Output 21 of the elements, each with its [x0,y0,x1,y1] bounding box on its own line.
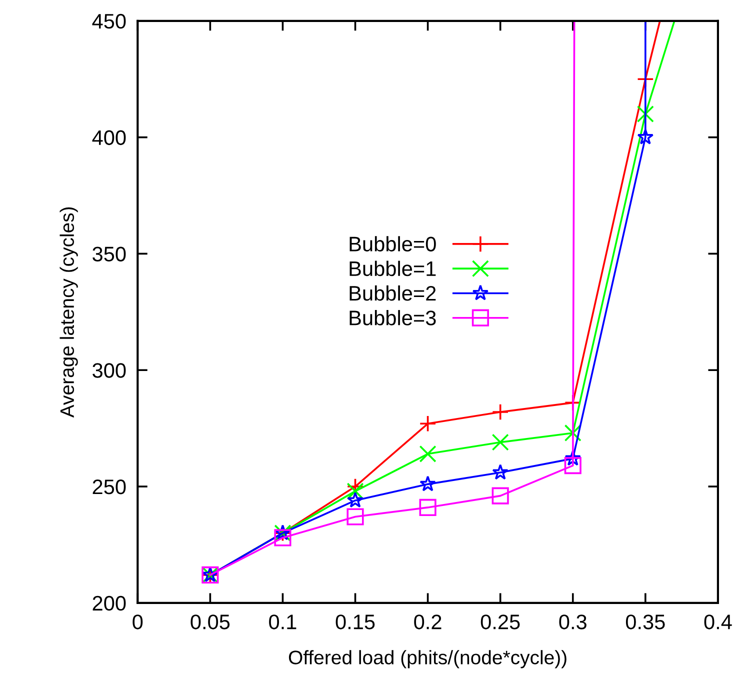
y-tick-label: 450 [92,14,126,29]
y-tick-label: 250 [92,480,126,494]
x-tick-label: 0.15 [336,614,375,630]
y-axis-title: Average latency (cycles) [60,207,78,418]
y-tick-label: 300 [92,363,126,378]
x-tick-label: 0.2 [414,614,442,630]
legend-label: Bubble=0 [350,236,436,252]
x-tick-label: 0 [132,614,143,630]
legend-label: Bubble=1 [350,260,436,276]
x-tick-label: 0.35 [626,614,665,630]
x-tick-label: 0.4 [704,614,732,630]
y-tick-label: 200 [92,596,126,611]
legend-label: Bubble=2 [350,285,436,301]
x-tick-label: 0.3 [559,614,586,630]
y-tick-label: 400 [92,130,126,146]
legend-label: Bubble=3 [350,310,436,326]
x-tick-label: 0.05 [190,614,230,630]
x-axis-title: Offered load (phits/(node*cycle)) [288,650,566,668]
x-tick-label: 0.1 [269,614,296,630]
x-tick-label: 0.25 [480,614,520,630]
y-tick-label: 350 [92,246,126,262]
